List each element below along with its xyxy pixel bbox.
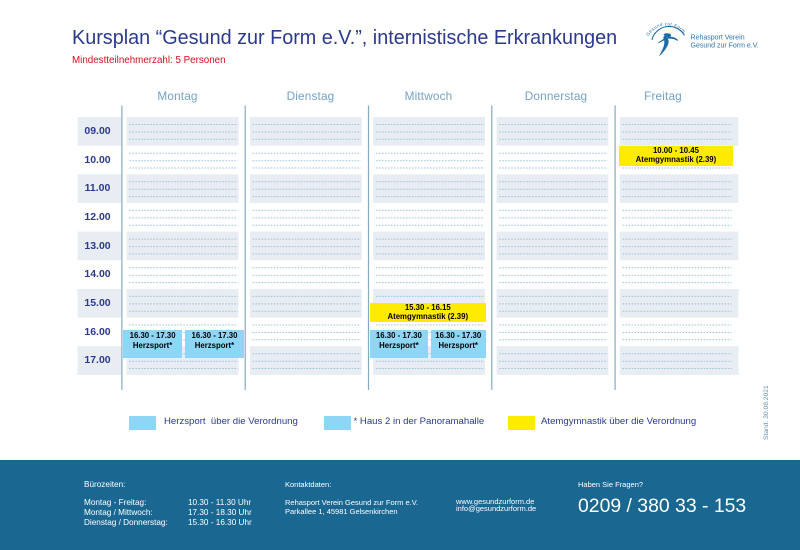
svg-text:Rehasport Verein: Rehasport Verein — [691, 34, 745, 41]
svg-text:Gesund zur Form e.V.: Gesund zur Form e.V. — [691, 42, 759, 49]
